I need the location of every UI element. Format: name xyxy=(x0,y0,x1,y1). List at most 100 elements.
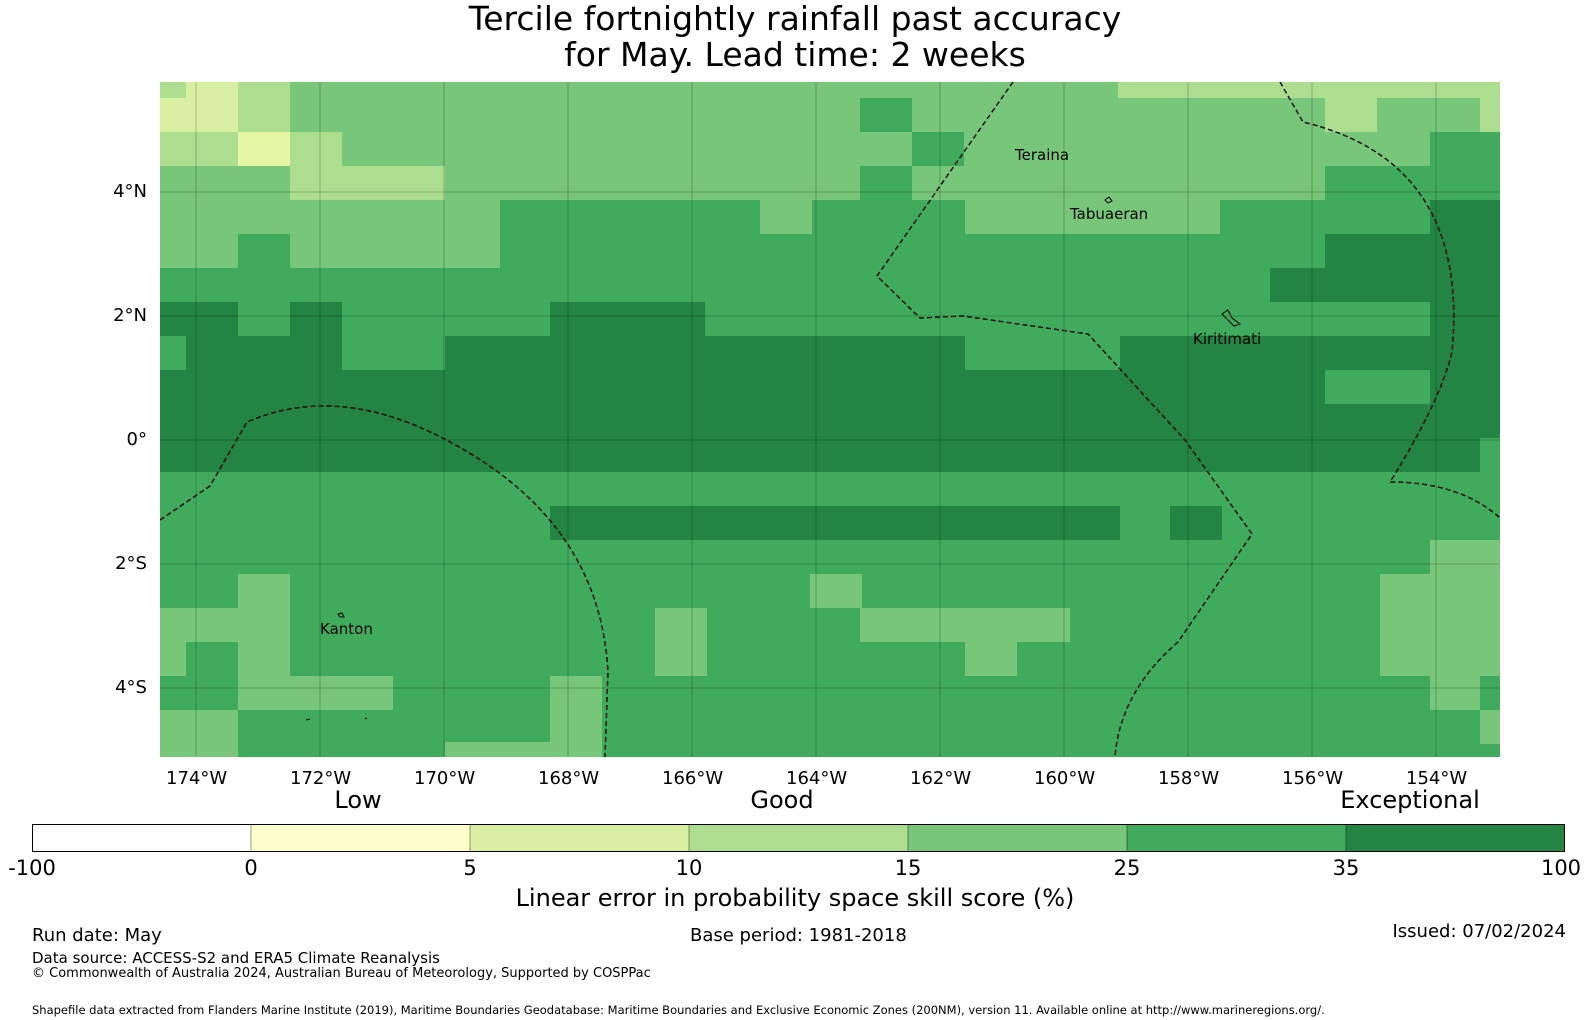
colorbar-segment xyxy=(470,824,689,852)
skill-cell xyxy=(655,608,707,676)
skill-cell xyxy=(860,608,1070,642)
skill-cell xyxy=(550,302,705,336)
colorbar-tick-label: 15 xyxy=(894,856,922,880)
lon-label: 164°W xyxy=(786,768,848,789)
colorbar xyxy=(32,824,1565,852)
graticule xyxy=(160,82,1500,757)
map-title-line-2: for May. Lead time: 2 weeks xyxy=(564,35,1026,74)
colorbar-category-exceptional: Exceptional xyxy=(1340,786,1480,814)
skill-cell xyxy=(238,82,290,132)
island-outlines xyxy=(305,196,1242,721)
skill-cell xyxy=(1270,268,1325,302)
skill-cell xyxy=(1480,710,1500,744)
map-panel: Teraina Tabuaeran Kiritimati Kanton xyxy=(160,82,1500,757)
skill-cell xyxy=(965,336,1120,370)
lat-label: 0° xyxy=(126,429,147,450)
colorbar-segment xyxy=(251,824,470,852)
colorbar-tick-label: 100 xyxy=(1540,856,1582,880)
kiritimati-island-outline xyxy=(1221,309,1242,327)
skill-cell xyxy=(445,742,575,757)
skill-cell xyxy=(1325,234,1500,302)
skill-cell xyxy=(965,200,1220,234)
skill-cell xyxy=(1430,472,1500,506)
base-period: Base period: 1981-2018 xyxy=(690,925,907,946)
colorbar-tick-label: -100 xyxy=(8,856,56,880)
lon-label: 168°W xyxy=(538,768,600,789)
skill-cell xyxy=(238,574,290,608)
skill-cell xyxy=(186,472,238,506)
colorbar-tick-label: 25 xyxy=(1113,856,1141,880)
skill-cell xyxy=(160,608,290,642)
lon-label: 172°W xyxy=(290,768,352,789)
skill-cell xyxy=(290,132,342,166)
skill-cell xyxy=(238,234,290,268)
colorbar-tick-label: 0 xyxy=(244,856,258,880)
lon-label: 158°W xyxy=(1158,768,1220,789)
skill-cell xyxy=(160,302,238,336)
colorbar-tick-label: 10 xyxy=(675,856,703,880)
skill-cell xyxy=(1170,506,1222,540)
colorbar-dividers xyxy=(250,824,1347,852)
skill-cell xyxy=(912,132,964,166)
skill-cell xyxy=(290,302,342,336)
skill-cell xyxy=(860,166,912,200)
place-label-teraina: Teraina xyxy=(1014,146,1069,164)
skill-cell xyxy=(160,642,186,676)
skill-cell xyxy=(160,82,186,98)
skill-cell xyxy=(1325,166,1430,200)
skill-cell xyxy=(550,676,602,757)
skill-cell xyxy=(160,438,1480,472)
shapefile-credit: Shapefile data extracted from Flanders M… xyxy=(32,1003,1325,1017)
skill-cell xyxy=(1430,200,1500,234)
lon-label: 162°W xyxy=(910,768,972,789)
place-label-kanton: Kanton xyxy=(320,620,373,638)
colorbar-category-low: Low xyxy=(334,786,382,814)
skill-core-band xyxy=(160,370,1500,438)
tabuaeran-island-outline xyxy=(1104,196,1113,204)
colorbar-tick-label: 5 xyxy=(463,856,477,880)
skill-cell xyxy=(160,710,238,757)
lon-label: 174°W xyxy=(166,768,228,789)
skill-cell xyxy=(860,98,912,132)
skill-cell xyxy=(1325,370,1430,404)
skill-cell xyxy=(1480,82,1500,132)
skill-cell xyxy=(238,642,290,676)
skill-cell xyxy=(160,472,186,506)
skill-cell xyxy=(1118,82,1500,98)
skill-cell xyxy=(1430,302,1500,336)
skill-cell xyxy=(965,642,1017,676)
place-label-kiritimati: Kiritimati xyxy=(1193,330,1261,348)
island-outline xyxy=(364,717,368,720)
run-date: Run date: May xyxy=(32,925,162,946)
issued-date: Issued: 07/02/2024 xyxy=(1392,921,1566,942)
place-label-tabuaeran: Tabuaeran xyxy=(1069,205,1148,223)
data-source: Data source: ACCESS-S2 and ERA5 Climate … xyxy=(32,949,440,967)
lon-label: 160°W xyxy=(1034,768,1096,789)
skill-cell xyxy=(1325,98,1377,132)
skill-cell xyxy=(160,132,238,166)
colorbar-segment xyxy=(1127,824,1346,852)
colorbar-segment xyxy=(1346,824,1565,852)
colorbar-segment xyxy=(32,824,251,852)
skill-cell xyxy=(760,200,812,234)
skill-cell xyxy=(342,336,445,370)
copyright-notice: © Commonwealth of Australia 2024, Austra… xyxy=(32,966,651,981)
lat-label: 4°S xyxy=(115,677,147,698)
eez-boundaries xyxy=(160,82,1500,757)
lon-label: 154°W xyxy=(1406,768,1468,789)
map-title-line-1: Tercile fortnightly rainfall past accura… xyxy=(468,0,1122,38)
colorbar-segment xyxy=(689,824,908,852)
skill-cell xyxy=(1380,574,1500,676)
lat-label: 2°S xyxy=(115,553,147,574)
lon-label: 166°W xyxy=(662,768,724,789)
skill-cell xyxy=(290,472,342,506)
colorbar-segment xyxy=(908,824,1127,852)
lat-label: 4°N xyxy=(113,181,147,202)
kanton-island-outline xyxy=(337,612,345,618)
skill-cell xyxy=(290,166,445,200)
colorbar-category-good: Good xyxy=(750,786,814,814)
colorbar-outline xyxy=(32,824,1565,852)
skill-cell xyxy=(1430,676,1480,710)
skill-cell xyxy=(238,132,290,166)
lon-label: 156°W xyxy=(1282,768,1344,789)
